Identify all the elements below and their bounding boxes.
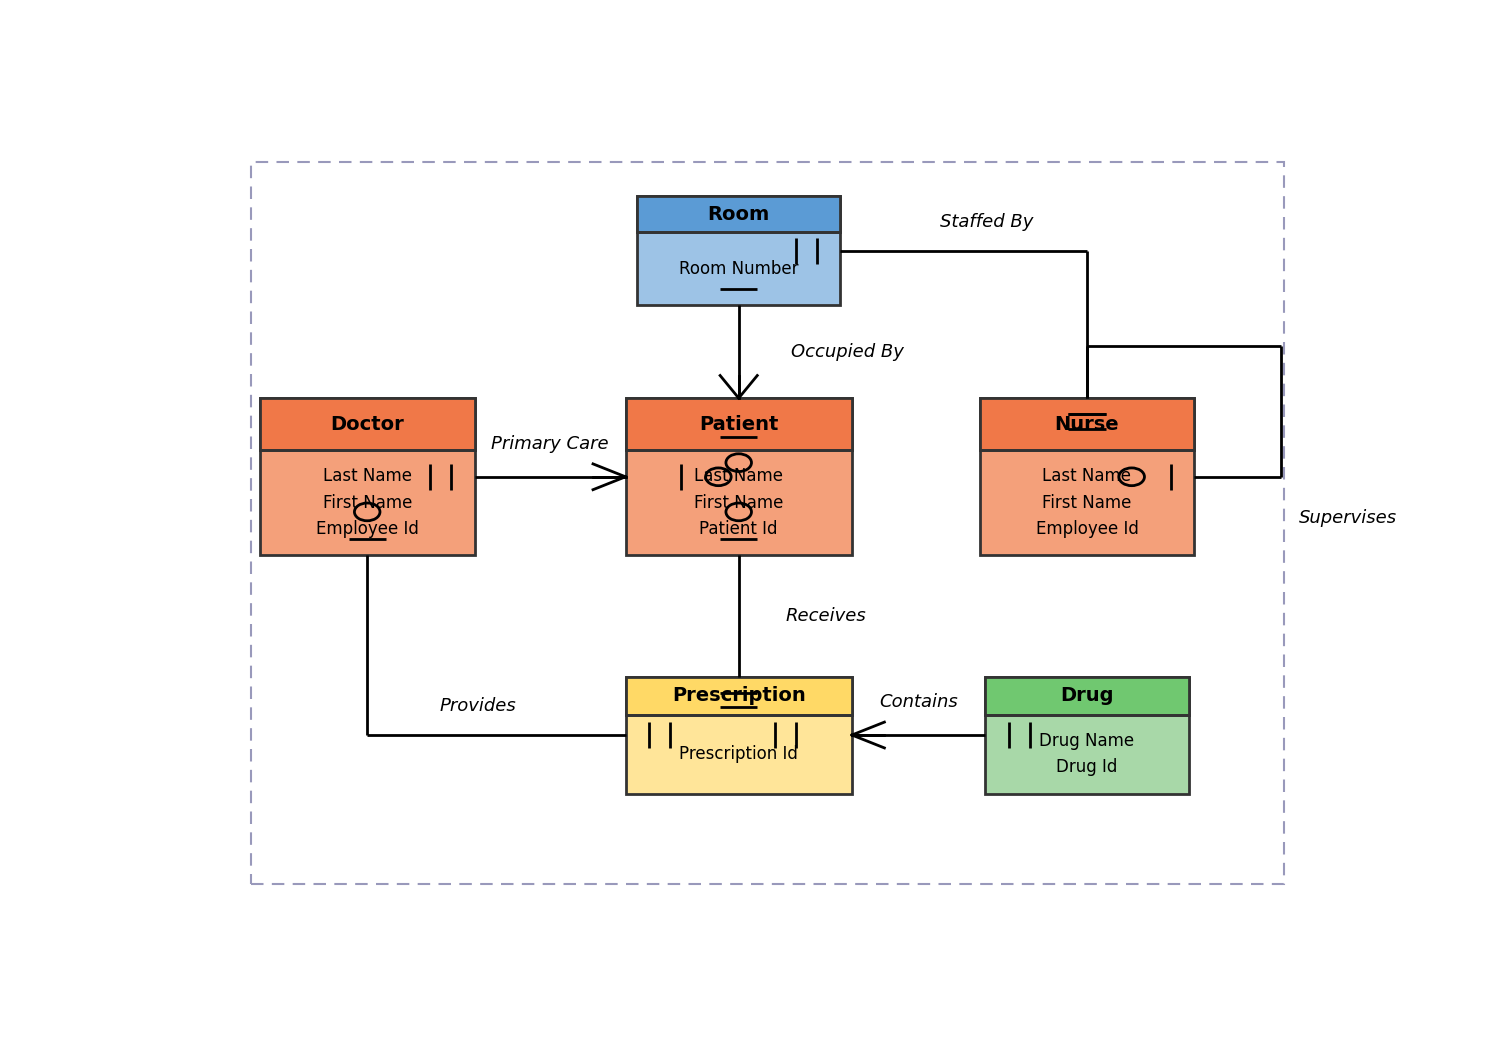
Bar: [252, 162, 1284, 885]
Bar: [637, 196, 840, 305]
Text: Room Number: Room Number: [679, 260, 798, 278]
Text: Prescription Id: Prescription Id: [679, 745, 798, 763]
Bar: [637, 196, 840, 233]
Text: Staffed By: Staffed By: [941, 213, 1034, 231]
Text: Last Name: Last Name: [322, 467, 412, 485]
Bar: [986, 677, 1188, 793]
Text: Drug Id: Drug Id: [1056, 759, 1118, 777]
Text: Receives: Receives: [785, 607, 866, 625]
Text: Doctor: Doctor: [331, 415, 404, 434]
Text: Employee Id: Employee Id: [316, 520, 418, 538]
Text: Room: Room: [707, 204, 770, 224]
Text: Occupied By: Occupied By: [791, 343, 903, 361]
Bar: [626, 677, 852, 715]
Text: First Name: First Name: [322, 494, 412, 511]
Text: Employee Id: Employee Id: [1035, 520, 1138, 538]
Text: Provides: Provides: [439, 697, 517, 715]
Text: Supervises: Supervises: [1299, 509, 1398, 527]
Bar: [259, 398, 475, 555]
Text: Patient: Patient: [700, 415, 779, 434]
Bar: [980, 398, 1194, 555]
Bar: [626, 398, 852, 450]
Text: First Name: First Name: [694, 494, 783, 511]
Text: Patient Id: Patient Id: [700, 520, 777, 538]
Text: Prescription: Prescription: [671, 686, 806, 705]
Bar: [626, 398, 852, 555]
Bar: [626, 677, 852, 793]
Text: Nurse: Nurse: [1055, 415, 1119, 434]
Text: Drug Name: Drug Name: [1040, 733, 1134, 750]
Text: Last Name: Last Name: [1043, 467, 1131, 485]
Text: Contains: Contains: [879, 693, 959, 711]
Bar: [986, 677, 1188, 715]
Bar: [259, 398, 475, 450]
Text: Drug: Drug: [1061, 686, 1113, 705]
Text: Primary Care: Primary Care: [491, 435, 608, 453]
Bar: [980, 398, 1194, 450]
Text: First Name: First Name: [1043, 494, 1131, 511]
Text: Last Name: Last Name: [694, 467, 783, 485]
